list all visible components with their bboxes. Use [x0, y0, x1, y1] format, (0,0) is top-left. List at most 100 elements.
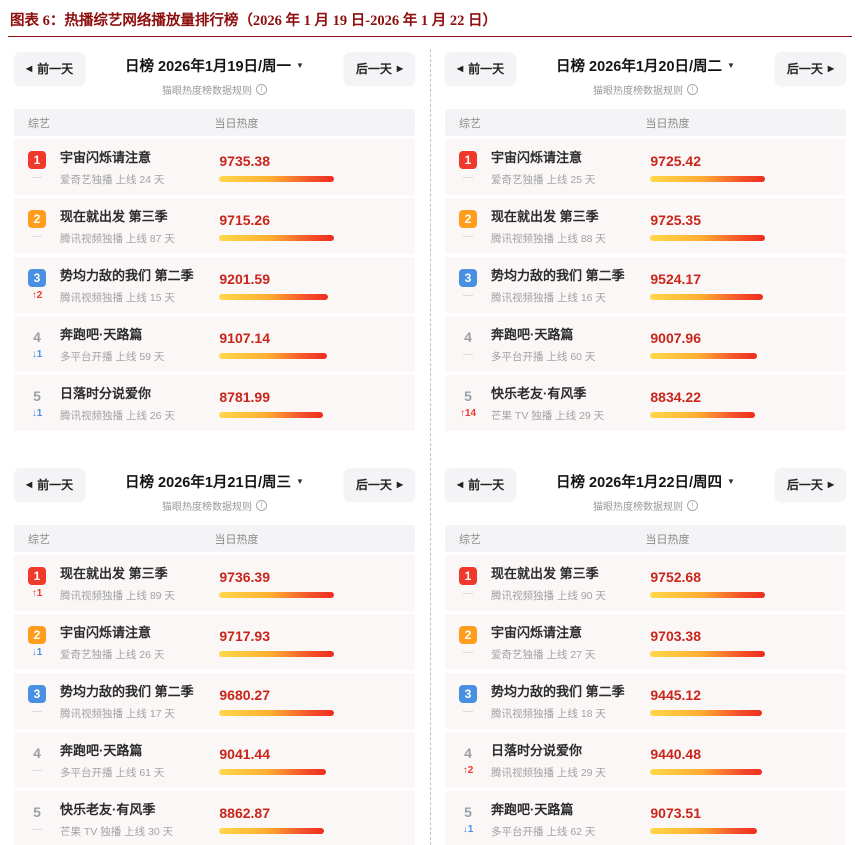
ranking-row[interactable]: 2 — 现在就出发 第三季 腾讯视频独播 上线 88 天 9725.35 — [445, 198, 846, 254]
chevron-down-icon: ▼ — [727, 61, 735, 70]
prev-day-button[interactable]: ◀ 前一天 — [445, 468, 517, 501]
ranking-row[interactable]: 1 — 宇宙闪烁请注意 爱奇艺独播 上线 25 天 9725.42 — [445, 139, 846, 195]
ranking-row[interactable]: 1 ↑1 现在就出发 第三季 腾讯视频独播 上线 89 天 9736.39 — [14, 555, 415, 611]
ranking-row[interactable]: 3 — 势均力敌的我们 第二季 腾讯视频独播 上线 17 天 9680.27 — [14, 673, 415, 729]
daily-ranking-panel: ◀ 前一天 日榜 2026年1月22日/周四 ▼ 猫眼热度榜数据规则 ! 后一天… — [439, 461, 852, 845]
column-show: 综艺 — [459, 533, 481, 546]
info-icon[interactable]: ! — [256, 84, 267, 95]
rank-change: — — [463, 647, 473, 658]
heat-bar-fill — [650, 234, 766, 241]
ranking-row[interactable]: 5 — 快乐老友·有风季 芒果 TV 独播 上线 30 天 8862.87 — [14, 791, 415, 845]
heat-bar — [219, 234, 337, 241]
rank-change: — — [463, 290, 473, 301]
info-icon[interactable]: ! — [256, 500, 267, 511]
prev-day-button[interactable]: ◀ 前一天 — [14, 468, 86, 501]
date-selector[interactable]: 日榜 2026年1月21日/周三 ▼ — [125, 471, 304, 492]
next-day-button[interactable]: 后一天 ▶ — [774, 52, 846, 85]
show-column: 势均力敌的我们 第二季 腾讯视频独播 上线 17 天 — [52, 681, 219, 721]
show-meta: 芒果 TV 独播 上线 30 天 — [60, 826, 174, 838]
rank-badge: 3 — [459, 269, 477, 287]
rank-column: 4 — — [453, 328, 483, 360]
show-meta: 腾讯视频独播 上线 87 天 — [60, 233, 175, 245]
rank-change: — — [32, 172, 42, 183]
heat-column: 9073.51 — [650, 805, 840, 834]
heat-bar — [219, 591, 337, 598]
title-rule — [8, 36, 852, 37]
heat-value: 9107.14 — [219, 329, 270, 346]
heat-value: 9703.38 — [650, 627, 701, 644]
ranking-row[interactable]: 2 — 现在就出发 第三季 腾讯视频独播 上线 87 天 9715.26 — [14, 198, 415, 254]
heat-value: 8834.22 — [650, 388, 701, 405]
show-title: 宇宙闪烁请注意 — [60, 625, 152, 640]
column-heat: 当日热度 — [645, 117, 690, 130]
show-column: 势均力敌的我们 第二季 腾讯视频独播 上线 18 天 — [483, 681, 650, 721]
column-heat: 当日热度 — [645, 533, 690, 546]
heat-column: 9041.44 — [219, 746, 409, 775]
panel-divider — [430, 49, 431, 845]
ranking-row[interactable]: 5 ↑14 快乐老友·有风季 芒果 TV 独播 上线 29 天 8834.22 — [445, 375, 846, 431]
show-title: 快乐老友·有风季 — [491, 386, 587, 401]
column-header: 综艺 当日热度 — [445, 109, 846, 136]
show-column: 现在就出发 第三季 腾讯视频独播 上线 87 天 — [52, 206, 219, 246]
rank-change: ↓1 — [462, 824, 474, 835]
next-day-button[interactable]: 后一天 ▶ — [343, 52, 415, 85]
heat-column: 9717.93 — [219, 628, 409, 657]
rank-change: — — [463, 588, 473, 599]
rank-badge: 2 — [28, 626, 46, 644]
ranking-row[interactable]: 4 ↑2 日落时分说爱你 腾讯视频独播 上线 29 天 9440.48 — [445, 732, 846, 788]
show-meta: 腾讯视频独播 上线 17 天 — [60, 708, 175, 720]
heat-bar — [219, 650, 337, 657]
ranking-row[interactable]: 1 — 宇宙闪烁请注意 爱奇艺独播 上线 24 天 9735.38 — [14, 139, 415, 195]
next-day-label: 后一天 — [355, 62, 392, 76]
rank-badge: 4 — [33, 329, 41, 345]
ranking-row[interactable]: 5 ↓1 日落时分说爱你 腾讯视频独播 上线 26 天 8781.99 — [14, 375, 415, 431]
heat-bar-fill — [650, 293, 763, 300]
rank-change: — — [32, 765, 42, 776]
rank-badge: 5 — [33, 388, 41, 404]
ranking-row[interactable]: 5 ↓1 奔跑吧·天路篇 多平台开播 上线 62 天 9073.51 — [445, 791, 846, 845]
date-selector[interactable]: 日榜 2026年1月19日/周一 ▼ — [125, 55, 304, 76]
heat-bar-fill — [219, 352, 327, 359]
left-arrow-icon: ◀ — [457, 64, 464, 73]
heat-bar-fill — [219, 175, 335, 182]
ranking-row[interactable]: 4 — 奔跑吧·天路篇 多平台开播 上线 61 天 9041.44 — [14, 732, 415, 788]
ranking-row[interactable]: 4 ↓1 奔跑吧·天路篇 多平台开播 上线 59 天 9107.14 — [14, 316, 415, 372]
ranking-row[interactable]: 4 — 奔跑吧·天路篇 多平台开播 上线 60 天 9007.96 — [445, 316, 846, 372]
show-meta: 爱奇艺独播 上线 27 天 — [491, 649, 596, 661]
ranking-row[interactable]: 2 — 宇宙闪烁请注意 爱奇艺独播 上线 27 天 9703.38 — [445, 614, 846, 670]
panel-subtitle: 猫眼热度榜数据规则 ! — [516, 498, 775, 513]
info-icon[interactable]: ! — [687, 500, 698, 511]
chevron-down-icon: ▼ — [296, 477, 304, 486]
date-selector[interactable]: 日榜 2026年1月22日/周四 ▼ — [556, 471, 735, 492]
show-column: 宇宙闪烁请注意 爱奇艺独播 上线 27 天 — [483, 622, 650, 662]
ranking-rows: 1 — 宇宙闪烁请注意 爱奇艺独播 上线 24 天 9735.38 2 — 现在… — [14, 139, 415, 431]
show-title: 宇宙闪烁请注意 — [491, 625, 583, 640]
heat-value: 9007.96 — [650, 329, 701, 346]
heat-column: 9524.17 — [650, 271, 840, 300]
rank-column: 4 — — [22, 744, 52, 776]
panel-head: 日榜 2026年1月20日/周二 ▼ 猫眼热度榜数据规则 ! — [516, 49, 775, 97]
ranking-row[interactable]: 3 — 势均力敌的我们 第二季 腾讯视频独播 上线 18 天 9445.12 — [445, 673, 846, 729]
show-title: 宇宙闪烁请注意 — [60, 150, 152, 165]
heat-column: 9725.35 — [650, 212, 840, 241]
rank-badge: 1 — [28, 567, 46, 585]
ranking-row[interactable]: 2 ↓1 宇宙闪烁请注意 爱奇艺独播 上线 26 天 9717.93 — [14, 614, 415, 670]
rank-badge: 5 — [464, 388, 472, 404]
ranking-row[interactable]: 3 — 势均力敌的我们 第二季 腾讯视频独播 上线 16 天 9524.17 — [445, 257, 846, 313]
show-column: 宇宙闪烁请注意 爱奇艺独播 上线 26 天 — [52, 622, 219, 662]
rank-column: 2 ↓1 — [22, 626, 52, 658]
heat-column: 9703.38 — [650, 628, 840, 657]
date-selector[interactable]: 日榜 2026年1月20日/周二 ▼ — [556, 55, 735, 76]
next-day-button[interactable]: 后一天 ▶ — [774, 468, 846, 501]
next-day-button[interactable]: 后一天 ▶ — [343, 468, 415, 501]
panels-grid: ◀ 前一天 日榜 2026年1月19日/周一 ▼ 猫眼热度榜数据规则 ! 后一天… — [8, 45, 852, 845]
heat-bar — [219, 827, 337, 834]
prev-day-button[interactable]: ◀ 前一天 — [445, 52, 517, 85]
ranking-row[interactable]: 3 ↑2 势均力敌的我们 第二季 腾讯视频独播 上线 15 天 9201.59 — [14, 257, 415, 313]
heat-value: 9201.59 — [219, 270, 270, 287]
ranking-row[interactable]: 1 — 现在就出发 第三季 腾讯视频独播 上线 90 天 9752.68 — [445, 555, 846, 611]
prev-day-button[interactable]: ◀ 前一天 — [14, 52, 86, 85]
info-icon[interactable]: ! — [687, 84, 698, 95]
heat-bar-fill — [219, 591, 335, 598]
